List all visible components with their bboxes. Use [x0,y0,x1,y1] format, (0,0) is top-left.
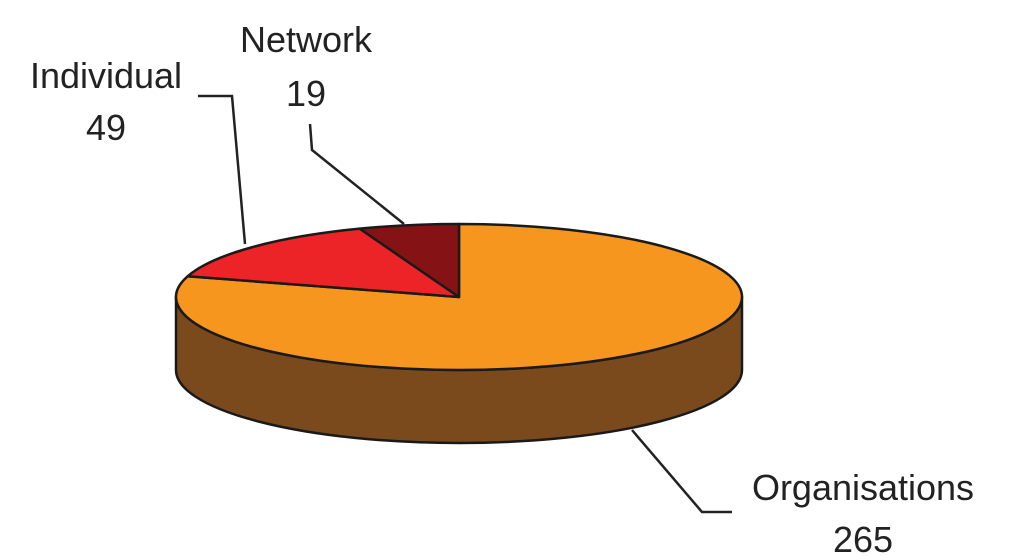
leader-line-organisations [631,429,732,514]
label-organisations-value: 265 [833,519,893,556]
leader-line-individual [198,94,247,245]
leader-line-network [308,123,405,225]
pie-slice-individual [186,227,461,299]
label-individual-name: Individual [30,55,182,96]
label-individual-value: 49 [86,107,126,148]
pie-slice-network [358,222,461,299]
label-network-name: Network [240,19,373,60]
label-organisations-name: Organisations [752,467,974,508]
pie-slice-organisations [174,222,744,372]
label-network-value: 19 [286,73,326,114]
pie-top-faces [174,222,744,372]
